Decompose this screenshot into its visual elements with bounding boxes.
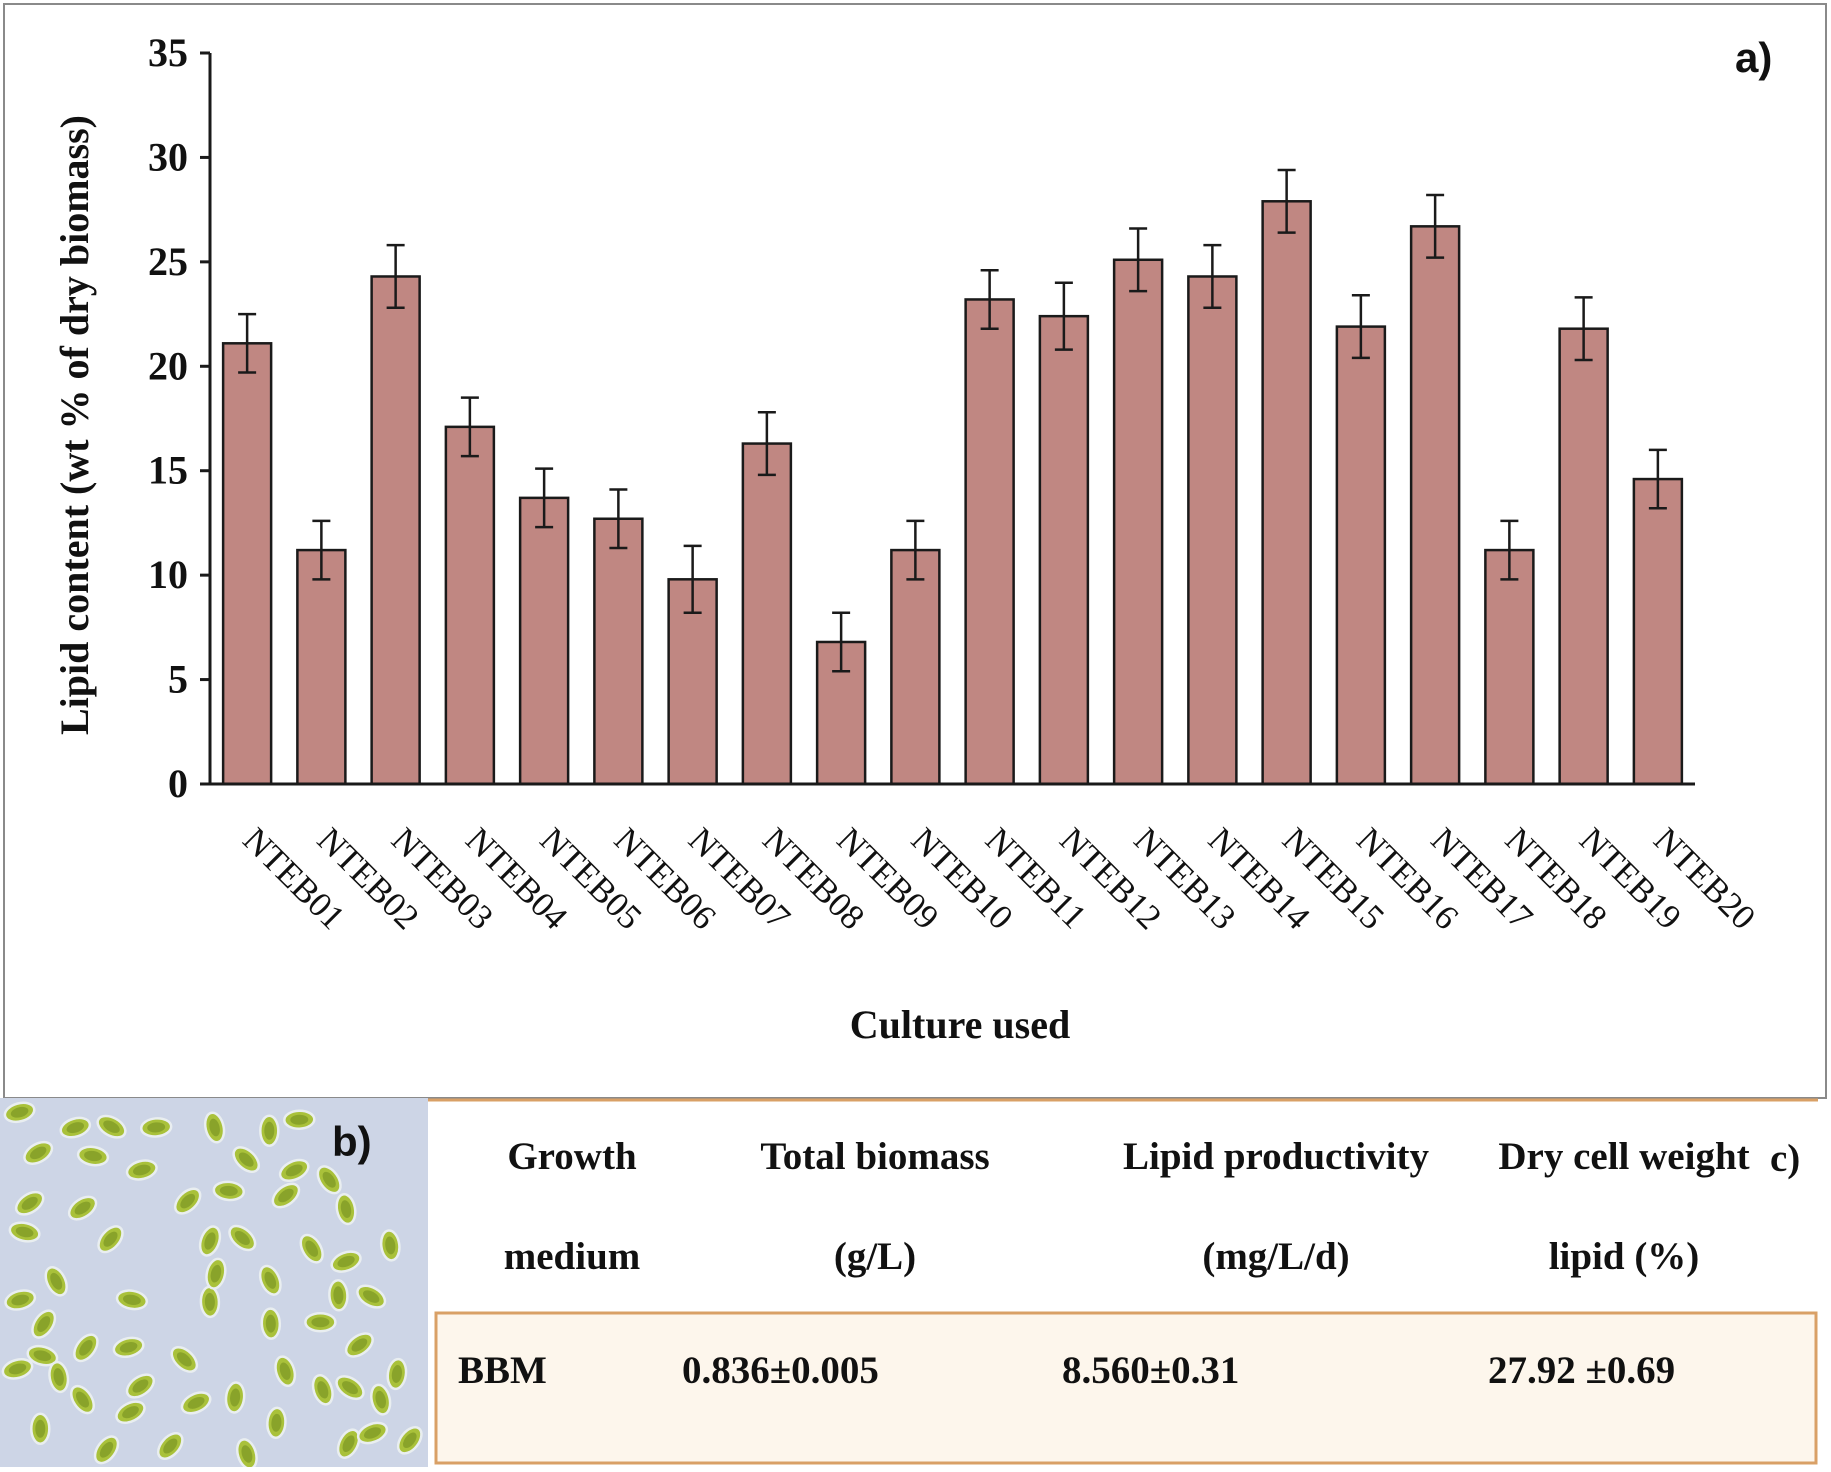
results-table: Growth medium Total biomass (g/L) Lipid … (428, 1098, 1831, 1467)
bar-nteb12 (1040, 316, 1088, 784)
algae-cell (329, 1280, 349, 1311)
bar-nteb16 (1337, 327, 1385, 784)
lipid-bar-chart: NTEB01NTEB02NTEB03NTEB04NTEB05NTEB06NTEB… (0, 0, 1831, 1100)
algae-micrograph: b) (0, 1098, 428, 1467)
algae-cell (266, 1407, 286, 1438)
cell-dry-cell-weight: 27.92 ±0.69 (1488, 1348, 1675, 1393)
header-lipid-productivity-line1: Lipid productivity (1123, 1134, 1429, 1179)
bar-nteb18 (1485, 550, 1533, 784)
y-tick-label-25: 25 (148, 239, 188, 284)
bar-nteb03 (372, 276, 420, 784)
panel-label-b: b) (332, 1118, 372, 1165)
algae-cell (305, 1313, 335, 1331)
micrograph-image: b) (0, 1098, 428, 1467)
cell-chloroplast (264, 1122, 274, 1140)
chart-panel: NTEB01NTEB02NTEB03NTEB04NTEB05NTEB06NTEB… (0, 0, 1831, 1100)
y-tick-label-30: 30 (148, 134, 188, 179)
algae-cell (260, 1116, 278, 1146)
header-growth-medium-line1: Growth (507, 1134, 636, 1179)
header-growth-medium-line2: medium (504, 1234, 641, 1279)
header-total-biomass-line1: Total biomass (760, 1134, 989, 1179)
cell-lipid-productivity: 8.560±0.31 (1062, 1348, 1239, 1393)
bar-nteb17 (1411, 226, 1459, 784)
bar-nteb01 (223, 343, 271, 784)
bar-nteb08 (743, 444, 791, 784)
bar-nteb05 (520, 498, 568, 784)
bar-nteb20 (1634, 479, 1682, 784)
header-dry-cell-weight-line2: lipid (%) (1549, 1234, 1700, 1279)
y-tick-label-15: 15 (148, 448, 188, 493)
bar-nteb06 (594, 519, 642, 784)
x-axis-title: Culture used (850, 1002, 1070, 1047)
cell-growth-medium: BBM (458, 1348, 547, 1393)
header-lipid-productivity-line2: (mg/L/d) (1202, 1234, 1349, 1279)
y-tick-label-35: 35 (148, 30, 188, 75)
y-tick-label-10: 10 (148, 552, 188, 597)
bar-nteb02 (297, 550, 345, 784)
bar-nteb13 (1114, 260, 1162, 784)
panel-label-a: a) (1735, 34, 1772, 81)
y-tick-label-5: 5 (168, 657, 188, 702)
cell-chloroplast (35, 1420, 45, 1438)
bar-nteb10 (891, 550, 939, 784)
header-dry-cell-weight-line1: Dry cell weight (1498, 1134, 1749, 1179)
bar-nteb19 (1560, 329, 1608, 784)
algae-cell (31, 1414, 49, 1444)
bar-nteb15 (1263, 201, 1311, 784)
bar-nteb14 (1188, 276, 1236, 784)
bar-nteb04 (446, 427, 494, 784)
y-axis-title: Lipid content (wt % of dry biomass) (52, 115, 97, 735)
algae-cell (200, 1287, 219, 1318)
panel-label-c: c) (1770, 1136, 1800, 1181)
cell-chloroplast (311, 1317, 329, 1327)
header-total-biomass-line2: (g/L) (834, 1234, 916, 1279)
y-tick-label-0: 0 (168, 761, 188, 806)
bar-nteb11 (966, 299, 1014, 784)
y-tick-label-20: 20 (148, 343, 188, 388)
algae-cell (284, 1110, 315, 1129)
algae-cell (261, 1308, 280, 1339)
cell-total-biomass: 0.836±0.005 (682, 1348, 879, 1393)
